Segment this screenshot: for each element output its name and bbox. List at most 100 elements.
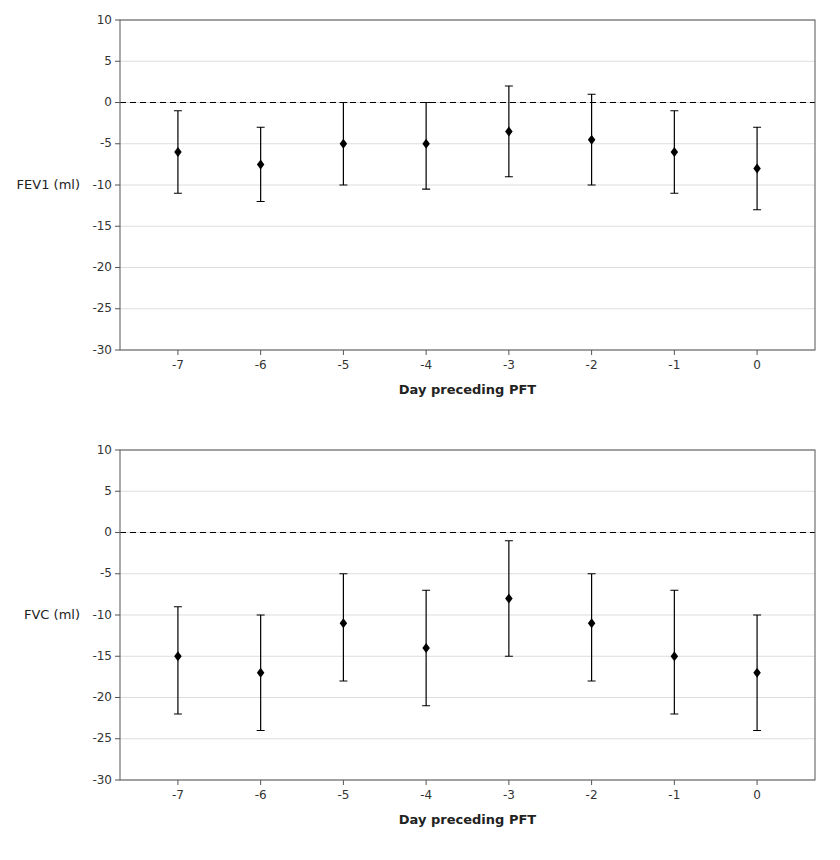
x-tick-label: -4 xyxy=(420,788,432,802)
error-bar xyxy=(753,127,761,210)
grid-line xyxy=(120,532,815,533)
point xyxy=(422,643,430,653)
grid-line xyxy=(120,308,815,309)
x-tick-label: -5 xyxy=(337,788,349,802)
x-tick xyxy=(260,350,261,355)
point xyxy=(588,135,596,145)
y-tick-label: -30 xyxy=(92,773,112,787)
error-bar xyxy=(588,94,596,185)
y-tick-label: -30 xyxy=(92,343,112,357)
grid-line xyxy=(120,491,815,492)
error-bar xyxy=(588,574,596,681)
point xyxy=(505,126,512,136)
error-bar xyxy=(670,111,678,194)
error-bar xyxy=(670,590,678,714)
y-tick-label: -5 xyxy=(100,566,112,580)
x-tick-label: -6 xyxy=(255,358,267,372)
y-tick-label: -20 xyxy=(92,260,112,274)
point xyxy=(174,651,182,661)
point xyxy=(588,618,596,628)
x-tick-label: -3 xyxy=(503,358,515,372)
reference-line xyxy=(120,102,815,103)
y-tick xyxy=(115,350,120,351)
grid-line xyxy=(120,267,815,268)
grid-line xyxy=(120,61,815,62)
x-tick xyxy=(674,780,675,785)
reference-line xyxy=(120,532,815,533)
plot-area xyxy=(120,86,815,210)
point xyxy=(340,618,348,628)
point xyxy=(257,159,265,169)
point xyxy=(174,147,182,157)
y-tick-label: -15 xyxy=(92,219,112,233)
y-tick-label: -15 xyxy=(92,649,112,663)
error-bar xyxy=(753,615,761,731)
error-bar xyxy=(257,127,265,201)
x-tick xyxy=(177,350,178,355)
x-axis-label: Day preceding PFT xyxy=(399,382,536,397)
y-tick xyxy=(115,267,120,268)
y-tick xyxy=(115,20,120,21)
x-tick-label: -4 xyxy=(420,358,432,372)
y-tick xyxy=(115,226,120,227)
y-tick-label: 5 xyxy=(104,54,112,68)
y-axis-label: FEV1 (ml) xyxy=(17,177,80,192)
grid-line xyxy=(120,185,815,186)
error-bar xyxy=(339,103,347,186)
grid-line xyxy=(120,226,815,227)
x-tick xyxy=(260,780,261,785)
y-tick xyxy=(115,491,120,492)
x-tick-label: -6 xyxy=(255,788,267,802)
y-tick-label: 5 xyxy=(104,484,112,498)
y-tick xyxy=(115,102,120,103)
grid-line xyxy=(120,697,815,698)
y-tick-label: -10 xyxy=(92,608,112,622)
y-tick-label: -10 xyxy=(92,178,112,192)
x-tick-label: -7 xyxy=(172,788,184,802)
error-bar xyxy=(257,615,265,731)
background xyxy=(0,0,840,860)
y-tick xyxy=(115,615,120,616)
point xyxy=(422,139,430,149)
x-tick-label: -3 xyxy=(503,788,515,802)
x-tick xyxy=(757,350,758,355)
point xyxy=(753,164,761,174)
x-tick xyxy=(591,350,592,355)
y-tick-label: 10 xyxy=(97,13,112,27)
grid-line xyxy=(120,656,815,657)
x-tick xyxy=(343,350,344,355)
error-bar xyxy=(422,590,430,706)
y-tick-label: 10 xyxy=(97,443,112,457)
error-bar xyxy=(505,541,513,657)
x-tick-label: -2 xyxy=(586,358,598,372)
error-bar xyxy=(505,86,513,177)
x-tick xyxy=(674,350,675,355)
chart: -30-25-20-15-10-50510-7-6-5-4-3-2-10Day … xyxy=(0,0,840,860)
y-tick xyxy=(115,656,120,657)
y-tick xyxy=(115,738,120,739)
x-tick-label: -5 xyxy=(337,358,349,372)
x-axis-label: Day preceding PFT xyxy=(399,812,536,827)
x-tick-label: 0 xyxy=(753,788,761,802)
grid-line xyxy=(120,738,815,739)
x-tick xyxy=(591,780,592,785)
y-tick xyxy=(115,697,120,698)
y-tick xyxy=(115,573,120,574)
error-bar xyxy=(174,111,182,194)
grid-line xyxy=(120,615,815,616)
x-tick xyxy=(508,780,509,785)
x-tick-label: -2 xyxy=(586,788,598,802)
y-tick xyxy=(115,308,120,309)
y-tick-label: -5 xyxy=(100,136,112,150)
y-tick-label: -25 xyxy=(92,731,112,745)
grid-line xyxy=(120,573,815,574)
x-tick-label: -1 xyxy=(668,788,680,802)
point xyxy=(340,139,348,149)
frame xyxy=(120,450,815,780)
y-tick xyxy=(115,185,120,186)
grid-line xyxy=(120,102,815,103)
y-tick xyxy=(115,450,120,451)
grid-line xyxy=(120,143,815,144)
y-tick-label: 0 xyxy=(104,525,112,539)
x-tick xyxy=(343,780,344,785)
